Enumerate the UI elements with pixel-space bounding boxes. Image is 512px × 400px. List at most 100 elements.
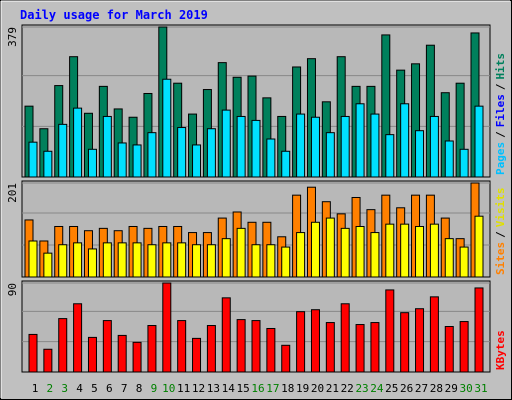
bar — [296, 311, 306, 373]
bar — [281, 150, 291, 178]
bar — [266, 138, 276, 178]
x-tick-label: 1 — [32, 382, 39, 395]
bar — [132, 144, 142, 178]
bar — [236, 319, 246, 373]
bar — [266, 327, 276, 373]
bar — [400, 223, 410, 278]
x-tick-label: 13 — [207, 382, 220, 395]
bar — [102, 115, 112, 178]
bar — [132, 341, 142, 373]
bar — [28, 141, 38, 178]
bar — [192, 244, 202, 278]
bar — [385, 289, 395, 373]
x-tick-label: 18 — [281, 382, 294, 395]
bar — [251, 119, 261, 178]
x-tick-label: 4 — [76, 382, 83, 395]
x-tick-label: 12 — [192, 382, 205, 395]
bar — [310, 309, 320, 373]
bar — [87, 148, 97, 178]
x-tick-label: 27 — [415, 382, 428, 395]
bar — [206, 244, 216, 278]
bar — [459, 148, 469, 178]
legend-entry: Sites — [494, 242, 507, 275]
bar — [28, 240, 38, 278]
x-tick-label: 30 — [460, 382, 473, 395]
x-tick-label: 31 — [474, 382, 487, 395]
bar — [43, 348, 53, 373]
bar — [266, 244, 276, 278]
legend-entry: KBytes — [494, 330, 507, 370]
bar — [132, 242, 142, 278]
bar — [192, 337, 202, 373]
bar — [236, 227, 246, 278]
bar — [73, 303, 83, 373]
bar — [177, 127, 187, 178]
bar — [58, 123, 68, 178]
bar — [385, 223, 395, 278]
bar — [340, 115, 350, 178]
bar — [429, 296, 439, 373]
bar — [177, 242, 187, 278]
bar — [117, 242, 127, 278]
bar — [370, 322, 380, 373]
x-tick-label: 14 — [222, 382, 236, 395]
y-tick-label: 90 — [6, 283, 19, 296]
x-tick-label: 22 — [341, 382, 354, 395]
bar — [355, 103, 365, 178]
bar — [355, 324, 365, 373]
bar — [58, 244, 68, 278]
x-tick-label: 9 — [151, 382, 158, 395]
bar — [474, 105, 484, 178]
bar — [310, 221, 320, 278]
legend-separator: / — [494, 83, 507, 90]
x-tick-label: 10 — [162, 382, 175, 395]
bar — [444, 140, 454, 178]
bar — [192, 144, 202, 178]
bar — [296, 113, 306, 178]
bar — [310, 116, 320, 178]
bar — [58, 318, 68, 373]
bar — [221, 297, 231, 373]
x-tick-label: 6 — [106, 382, 113, 395]
x-tick-label: 26 — [400, 382, 413, 395]
x-tick-label: 25 — [385, 382, 398, 395]
bar — [147, 325, 157, 373]
bar — [221, 238, 231, 278]
legend: Sites / Visits — [494, 188, 507, 276]
bar — [429, 223, 439, 278]
legend-entry: Visits — [494, 188, 507, 228]
bar — [370, 113, 380, 178]
bar — [251, 320, 261, 373]
bar — [251, 244, 261, 278]
bar — [325, 132, 335, 178]
bar — [325, 217, 335, 278]
bar — [429, 115, 439, 178]
bar — [236, 115, 246, 178]
bar — [340, 303, 350, 373]
x-tick-label: 23 — [355, 382, 368, 395]
x-tick-label: 11 — [177, 382, 190, 395]
bar — [117, 334, 127, 373]
bar — [162, 78, 172, 178]
bar — [206, 128, 216, 178]
bar — [206, 325, 216, 373]
x-tick-label: 29 — [445, 382, 458, 395]
bar — [147, 244, 157, 278]
bar — [281, 246, 291, 278]
legend: KBytes — [494, 330, 507, 370]
x-tick-label: 16 — [251, 382, 264, 395]
bar — [459, 321, 469, 373]
x-tick-label: 2 — [47, 382, 54, 395]
x-tick-label: 21 — [326, 382, 339, 395]
bar — [73, 107, 83, 178]
bar — [340, 227, 350, 278]
bar — [474, 287, 484, 373]
bar — [385, 134, 395, 178]
bar — [73, 242, 83, 278]
bar — [415, 308, 425, 373]
bar — [147, 132, 157, 178]
bar — [355, 225, 365, 278]
x-tick-label: 8 — [136, 382, 143, 395]
y-tick-label: 201 — [6, 183, 19, 203]
